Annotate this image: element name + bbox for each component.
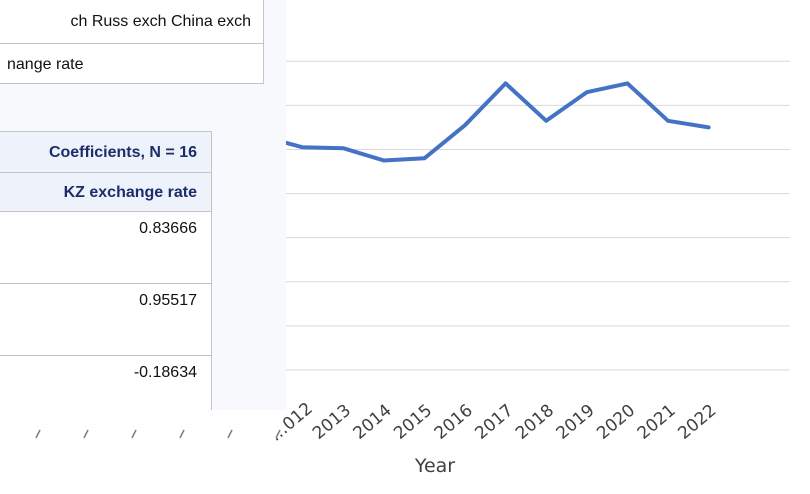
x-tick-mark <box>131 429 137 439</box>
column-header-kz-exchange-rate: KZ exchange rate <box>0 172 212 212</box>
coefficient-value-3: -0.18634 <box>0 355 212 410</box>
x-tick-label: 2013 <box>309 401 355 444</box>
x-tick-mark <box>179 429 185 439</box>
x-tick-mark <box>35 429 41 439</box>
table-top-row: ch Russ exch China exch <box>0 0 264 44</box>
coefficient-value-2: 0.95517 <box>0 283 212 356</box>
x-tick-label: 2021 <box>634 401 680 444</box>
x-tick-label: 2019 <box>553 401 599 444</box>
coefficients-header: Coefficients, N = 16 <box>0 131 212 173</box>
x-tick-label: 2017 <box>471 401 517 444</box>
x-axis-title: Year <box>414 455 456 477</box>
gridlines <box>286 60 790 371</box>
x-tick-label: 2018 <box>512 401 558 444</box>
table-second-row: nange rate <box>0 43 264 84</box>
regression-table-panel: ch Russ exch China exch nange rate Coeff… <box>0 0 286 410</box>
x-tick-label: 2014 <box>350 401 396 444</box>
x-tick-label: 2016 <box>431 401 477 444</box>
series-line <box>260 81 711 163</box>
x-tick-mark <box>227 429 233 439</box>
x-tick-mark <box>275 429 281 439</box>
x-tick-mark <box>83 429 89 439</box>
coefficient-value-1: 0.83666 <box>0 211 212 284</box>
x-tick-label: 2015 <box>390 401 436 444</box>
x-tick-label: 2020 <box>593 401 639 444</box>
x-tick-label: 2022 <box>674 401 720 444</box>
